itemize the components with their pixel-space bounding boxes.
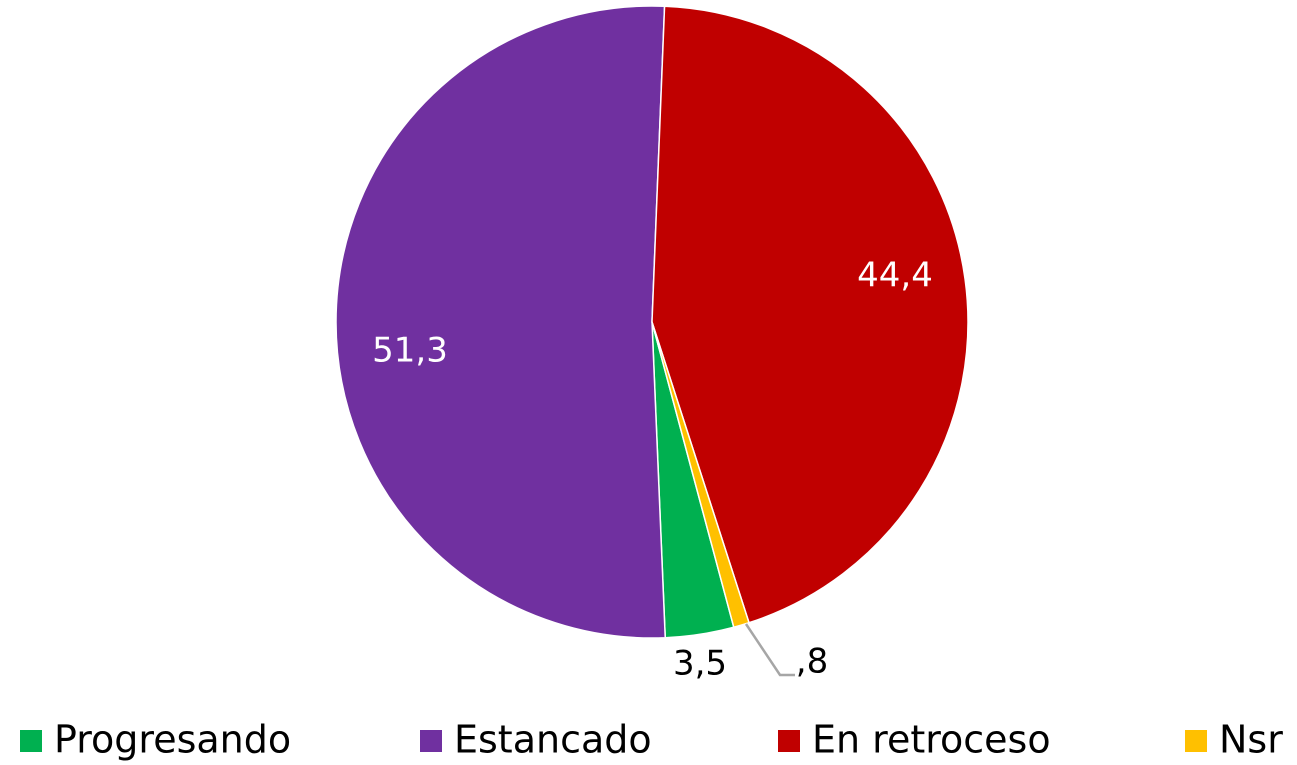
data-label: 51,3 (372, 331, 448, 371)
legend-swatch (1185, 730, 1207, 752)
legend-label: Estancado (454, 718, 652, 762)
legend-label: En retroceso (812, 718, 1051, 762)
pie-slice (651, 5, 969, 624)
pie-slice (335, 5, 667, 639)
data-label: 3,5 (673, 644, 727, 684)
legend-label: Progresando (54, 718, 291, 762)
pie-slice (651, 321, 750, 629)
legend-swatch (778, 730, 800, 752)
legend-label: Nsr (1219, 718, 1283, 762)
leader-line (744, 623, 795, 677)
legend-swatch (20, 730, 42, 752)
legend-swatch (420, 730, 442, 752)
data-label: ,8 (796, 642, 828, 682)
data-label: 44,4 (857, 256, 933, 296)
